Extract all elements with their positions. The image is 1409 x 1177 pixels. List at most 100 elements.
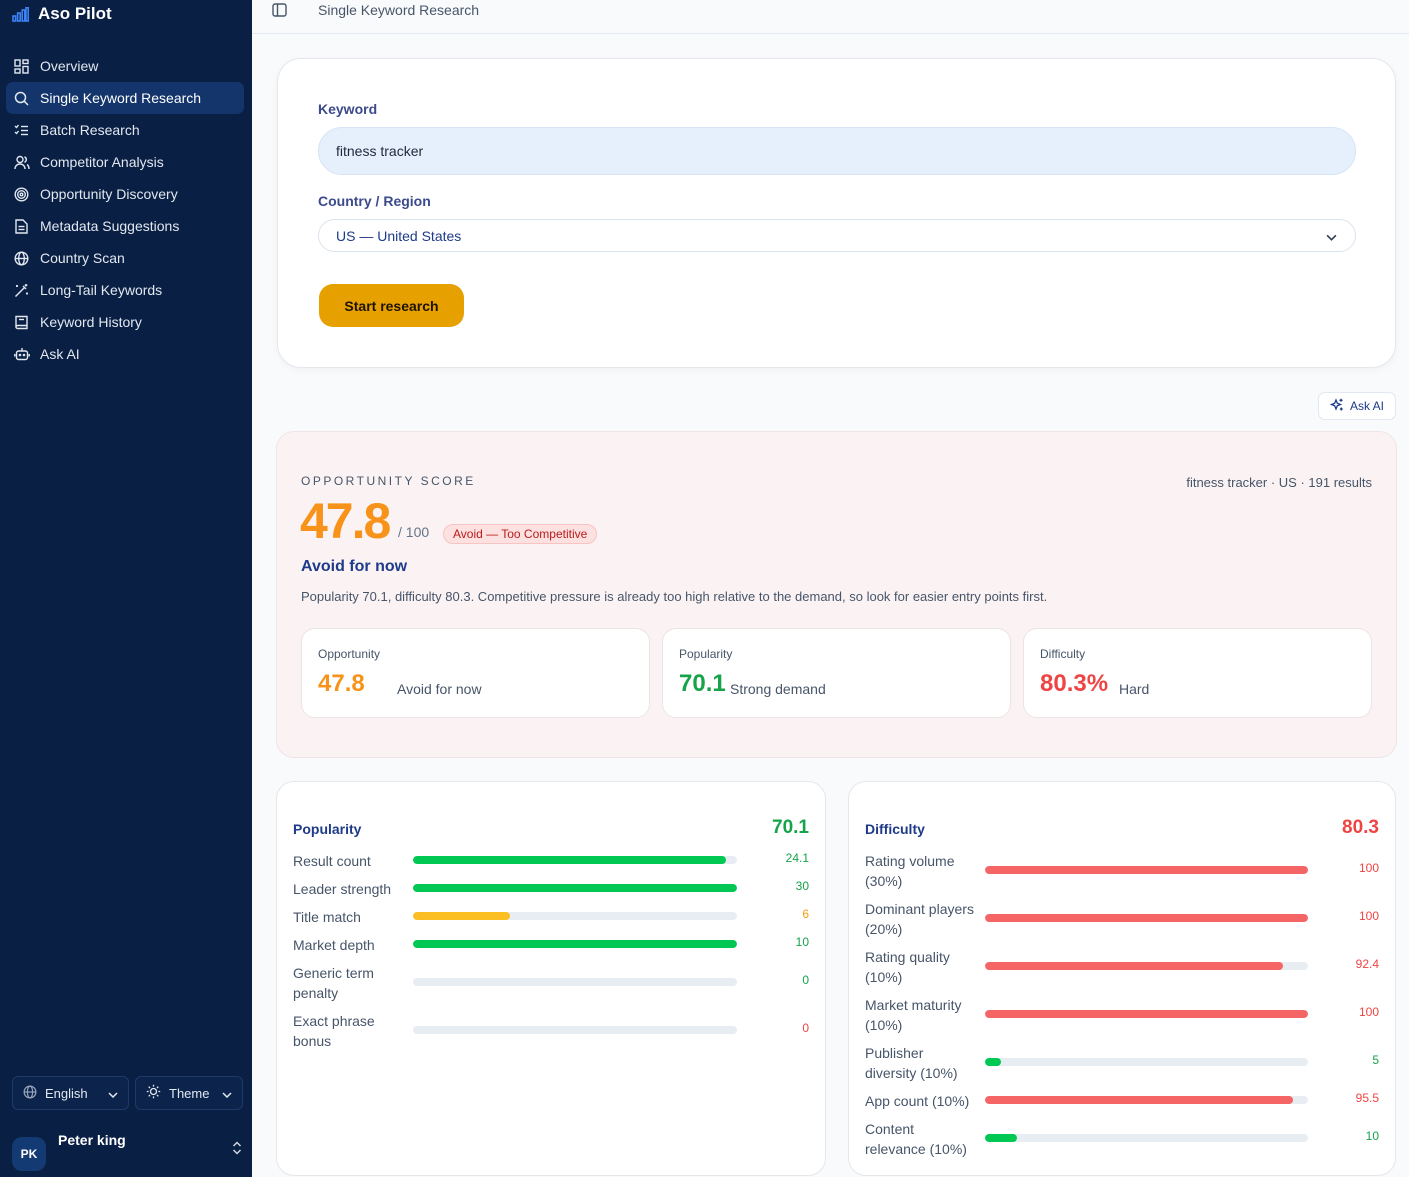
progress-fill: [985, 1058, 1002, 1066]
sidebar-item-ask-ai[interactable]: Ask AI: [6, 338, 244, 370]
progress-track: [413, 1026, 737, 1034]
metric-label: Popularity: [679, 647, 733, 661]
country-select[interactable]: US — United States: [318, 219, 1356, 252]
document-icon: [13, 218, 30, 235]
language-select[interactable]: English: [12, 1076, 129, 1110]
metric-value: 70.1: [679, 670, 726, 697]
progress-fill: [413, 884, 737, 892]
user-menu[interactable]: PK Peter king: [12, 1130, 242, 1171]
breadcrumb: Single Keyword Research: [318, 2, 480, 18]
row-value: 100: [1358, 1005, 1379, 1019]
row-value: 0: [802, 973, 809, 987]
breakdown-title: Popularity: [293, 821, 362, 837]
verdict-title: Avoid for now: [301, 558, 408, 575]
list-check-icon: [13, 122, 30, 139]
row-label: Title match: [293, 909, 361, 925]
keyword-label: Keyword: [318, 101, 378, 117]
breakdown-total: 80.3: [1342, 817, 1379, 838]
sidebar-item-label: Competitor Analysis: [40, 154, 164, 170]
row-value: 95.5: [1355, 1091, 1379, 1105]
row-value: 100: [1358, 909, 1379, 923]
progress-track: [413, 856, 737, 864]
row-label: Rating volume (30%): [865, 853, 955, 889]
row-label: Publisher diversity (10%): [865, 1045, 958, 1081]
row-value: 10: [795, 935, 809, 949]
chevrons-up-down-icon: [232, 1140, 242, 1160]
sidebar-item-label: Metadata Suggestions: [40, 218, 180, 234]
row-value: 6: [802, 907, 809, 921]
sidebar-item-competitor-analysis[interactable]: Competitor Analysis: [6, 146, 244, 178]
language-label: English: [45, 1085, 88, 1101]
progress-track: [985, 866, 1308, 874]
row-value: 5: [1372, 1053, 1379, 1067]
ask-ai-label: Ask AI: [1349, 399, 1384, 413]
book-icon: [13, 314, 30, 331]
popularity-breakdown: Popularity 70.1 Result count 24.1 Leader s…: [276, 781, 826, 1176]
progress-fill: [413, 912, 511, 920]
sidebar-item-keyword-history[interactable]: Keyword History: [6, 306, 244, 338]
target-icon: [13, 186, 30, 203]
sidebar-item-opportunity-discovery[interactable]: Opportunity Discovery: [6, 178, 244, 210]
progress-fill: [413, 940, 737, 948]
row-label: Generic term penalty: [293, 965, 374, 1001]
sidebar-item-label: Batch Research: [40, 122, 140, 138]
progress-track: [985, 914, 1308, 922]
keyword-input[interactable]: fitness tracker: [318, 127, 1356, 175]
progress-track: [413, 978, 737, 986]
start-research-button[interactable]: Start research: [319, 284, 464, 327]
country-value: US — United States: [336, 227, 462, 244]
sidebar-item-batch-research[interactable]: Batch Research: [6, 114, 244, 146]
metric-value: 80.3%: [1040, 670, 1109, 697]
sidebar-item-label: Single Keyword Research: [40, 90, 202, 106]
country-label: Country / Region: [318, 193, 431, 209]
sidebar-item-country-scan[interactable]: Country Scan: [6, 242, 244, 274]
section-label: OPPORTUNITY SCORE: [301, 474, 476, 488]
progress-track: [985, 962, 1308, 970]
globe-icon: [23, 1085, 37, 1102]
progress-track: [413, 884, 737, 892]
sidebar-item-overview[interactable]: Overview: [6, 50, 244, 82]
chevron-down-icon: [1326, 228, 1337, 244]
row-label: Leader strength: [293, 881, 392, 897]
progress-track: [985, 1010, 1308, 1018]
brand[interactable]: Aso Pilot: [12, 2, 112, 26]
sidebar-item-single-keyword-research[interactable]: Single Keyword Research: [6, 82, 244, 114]
metric-label: Opportunity: [318, 647, 381, 661]
progress-fill: [985, 914, 1308, 922]
ask-ai-button[interactable]: Ask AI: [1318, 392, 1396, 420]
sidebar-toggle-icon[interactable]: [272, 3, 287, 22]
row-label: Market maturity (10%): [865, 997, 962, 1033]
sparkles-icon: [1329, 397, 1344, 415]
progress-track: [985, 1096, 1308, 1104]
sidebar-item-long-tail-keywords[interactable]: Long-Tail Keywords: [6, 274, 244, 306]
sidebar-controls: English Theme: [12, 1076, 243, 1110]
keyword-value: fitness tracker: [336, 143, 424, 159]
sidebar-item-metadata-suggestions[interactable]: Metadata Suggestions: [6, 210, 244, 242]
result-meta: fitness tracker · US · 191 results: [1186, 475, 1372, 490]
metric-value: 47.8: [318, 670, 365, 697]
chevron-down-icon: [222, 1086, 232, 1101]
globe-icon: [13, 250, 30, 267]
user-name: Peter king: [58, 1132, 126, 1148]
research-form: Keyword fitness tracker Country / Region…: [277, 58, 1396, 368]
progress-track: [413, 912, 737, 920]
avatar: PK: [12, 1137, 46, 1171]
difficulty-breakdown: Difficulty 80.3 Rating volume (30%) 100 Do…: [848, 781, 1396, 1176]
theme-label: Theme: [169, 1085, 210, 1101]
metric-caption: Hard: [1119, 681, 1150, 697]
chevron-down-icon: [108, 1086, 118, 1101]
users-icon: [13, 154, 30, 171]
row-label: Rating quality (10%): [865, 949, 950, 985]
metric-caption: Strong demand: [730, 681, 826, 697]
theme-select[interactable]: Theme: [135, 1076, 243, 1110]
row-label: Dominant players (20%): [865, 901, 974, 937]
sun-icon: [146, 1084, 161, 1102]
row-value: 100: [1358, 861, 1379, 875]
row-label: Result count: [293, 853, 371, 869]
metric-difficulty: Difficulty 80.3% Hard: [1023, 628, 1372, 718]
sidebar: Aso Pilot Overview Single Keyword Resear…: [0, 0, 252, 1177]
metric-label: Difficulty: [1040, 647, 1086, 661]
sidebar-nav: Overview Single Keyword Research Batch R…: [6, 50, 244, 370]
opportunity-score-card: OPPORTUNITY SCORE fitness tracker · US ·…: [276, 431, 1397, 758]
row-value: 10: [1365, 1129, 1379, 1143]
